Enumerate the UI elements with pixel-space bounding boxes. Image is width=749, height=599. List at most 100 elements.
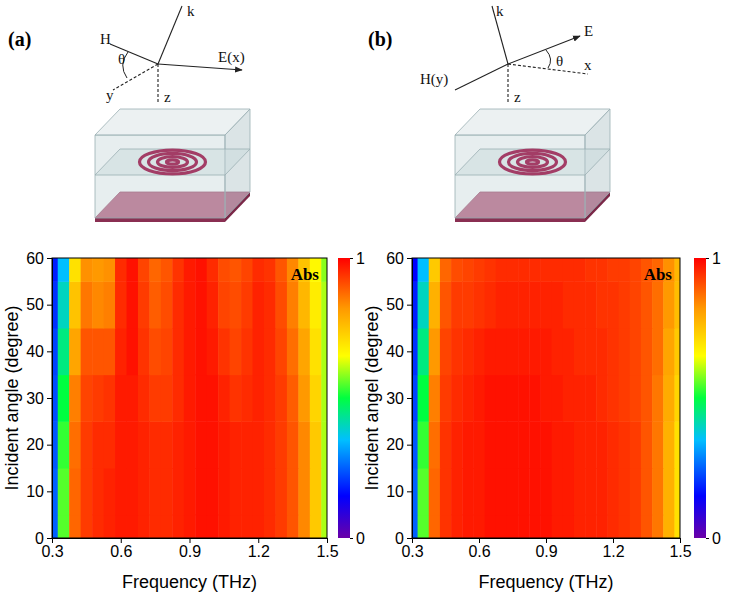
x-tick-label: 1.5: [316, 543, 338, 560]
colorbar-tick-mark: [706, 538, 709, 539]
heatmap-cell: [652, 515, 664, 538]
heatmap-cell: [138, 375, 150, 422]
y-tick-label: 20: [26, 436, 44, 453]
heatmap-cell: [674, 421, 680, 468]
heatmap-cell: [540, 375, 552, 422]
heatmap-cell: [607, 375, 619, 422]
axis-arrow: [508, 36, 580, 64]
dielectric-front: [95, 135, 225, 218]
heatmap-cell: [230, 258, 242, 282]
heatmap-cell: [218, 258, 230, 282]
heatmap-cell: [496, 468, 508, 515]
heatmap-cell: [126, 421, 138, 468]
y-tick-label: 0: [395, 530, 404, 547]
heatmap-cell: [507, 421, 519, 468]
heatmap-cell: [674, 515, 680, 538]
heatmap-cell: [184, 328, 196, 375]
heatmap-cell: [115, 468, 127, 515]
annotation: Abs: [291, 265, 320, 284]
heatmap-cell: [451, 281, 463, 328]
heatmap-cell: [69, 258, 81, 282]
heatmap-cell: [674, 375, 680, 422]
heatmap-cell: [161, 281, 173, 328]
heatmap-cell: [298, 515, 310, 538]
x-tick: 1.2: [248, 538, 270, 560]
heatmap-cell: [507, 375, 519, 422]
heatmap-cell: [462, 281, 474, 328]
angle-arc: [546, 50, 551, 68]
heatmap-cell: [172, 468, 184, 515]
heatmap-cell: [485, 258, 497, 282]
heatmap-cell: [585, 515, 597, 538]
heatmap-cell: [585, 281, 597, 328]
heatmap-cell: [663, 421, 675, 468]
heatmap-cell: [462, 375, 474, 422]
heatmap-cell: [552, 375, 564, 422]
colorbar-axis-line: [351, 259, 354, 539]
annotation: Abs: [644, 265, 673, 284]
heatmap-cell: [473, 328, 485, 375]
y-tick: 10: [26, 483, 52, 500]
colorbar-tick-mark: [350, 538, 353, 539]
heatmap-cell: [275, 375, 287, 422]
heatmap-cell: [126, 468, 138, 515]
panel-label: (b): [368, 28, 392, 51]
colorbar: [694, 258, 706, 538]
dielectric-top: [455, 109, 610, 135]
heatmap-cell: [138, 515, 150, 538]
heatmap-cell: [585, 328, 597, 375]
heatmap-cell: [429, 375, 441, 422]
heatmap-cell: [115, 375, 127, 422]
heatmap-cell: [630, 375, 642, 422]
heatmap-cell: [207, 421, 219, 468]
heatmap-cell: [563, 258, 575, 282]
y-tick: 0: [35, 530, 52, 547]
heatmap-cell: [485, 375, 497, 422]
heatmap-cell: [663, 328, 675, 375]
heatmap-cell: [310, 375, 322, 422]
heatmap-cell: [104, 515, 116, 538]
heatmap-cell: [81, 515, 93, 538]
heatmap-cell: [574, 328, 586, 375]
y-tick-mark: [47, 258, 52, 259]
heatmap-cell: [529, 328, 541, 375]
heatmap-cell: [518, 468, 530, 515]
heatmap-cell: [195, 421, 207, 468]
heatmap-cell: [184, 281, 196, 328]
heatmap-cell: [652, 468, 664, 515]
heatmap-cell: [104, 468, 116, 515]
heatmap-cell: [507, 328, 519, 375]
heatmap-cell: [507, 515, 519, 538]
heatmap-cell: [652, 421, 664, 468]
x-axis-line: [53, 539, 328, 544]
y-tick-mark: [407, 538, 412, 539]
x-tick: 1.5: [669, 538, 691, 560]
y-tick-mark: [407, 258, 412, 259]
heatmap-cell: [58, 515, 70, 538]
heatmap-cell: [674, 281, 680, 328]
heatmap-cell: [641, 281, 653, 328]
heatmap-cell: [529, 375, 541, 422]
heatmap-cell: [473, 375, 485, 422]
y-tick-label: 40: [386, 343, 404, 360]
heatmap-cell: [161, 258, 173, 282]
heatmap-cell: [115, 328, 127, 375]
heatmap-cell: [485, 468, 497, 515]
heatmap-cell: [58, 375, 70, 422]
y-tick-label: 10: [386, 483, 404, 500]
ring: [140, 150, 206, 174]
heatmap-cell: [574, 281, 586, 328]
y-tick: 30: [386, 390, 412, 407]
heatmap-cell: [630, 421, 642, 468]
x-tick-mark: [479, 538, 480, 543]
heatmap-cell: [241, 281, 253, 328]
heatmap-cell: [485, 328, 497, 375]
heatmap-cell: [607, 421, 619, 468]
heatmap-cell: [451, 375, 463, 422]
ring: [500, 150, 566, 174]
panel-label: (a): [8, 28, 31, 51]
axis-arrow: [508, 64, 588, 74]
heatmap-cell: [298, 421, 310, 468]
heatmap-cell: [104, 328, 116, 375]
schematic-label: H(y): [420, 71, 448, 88]
